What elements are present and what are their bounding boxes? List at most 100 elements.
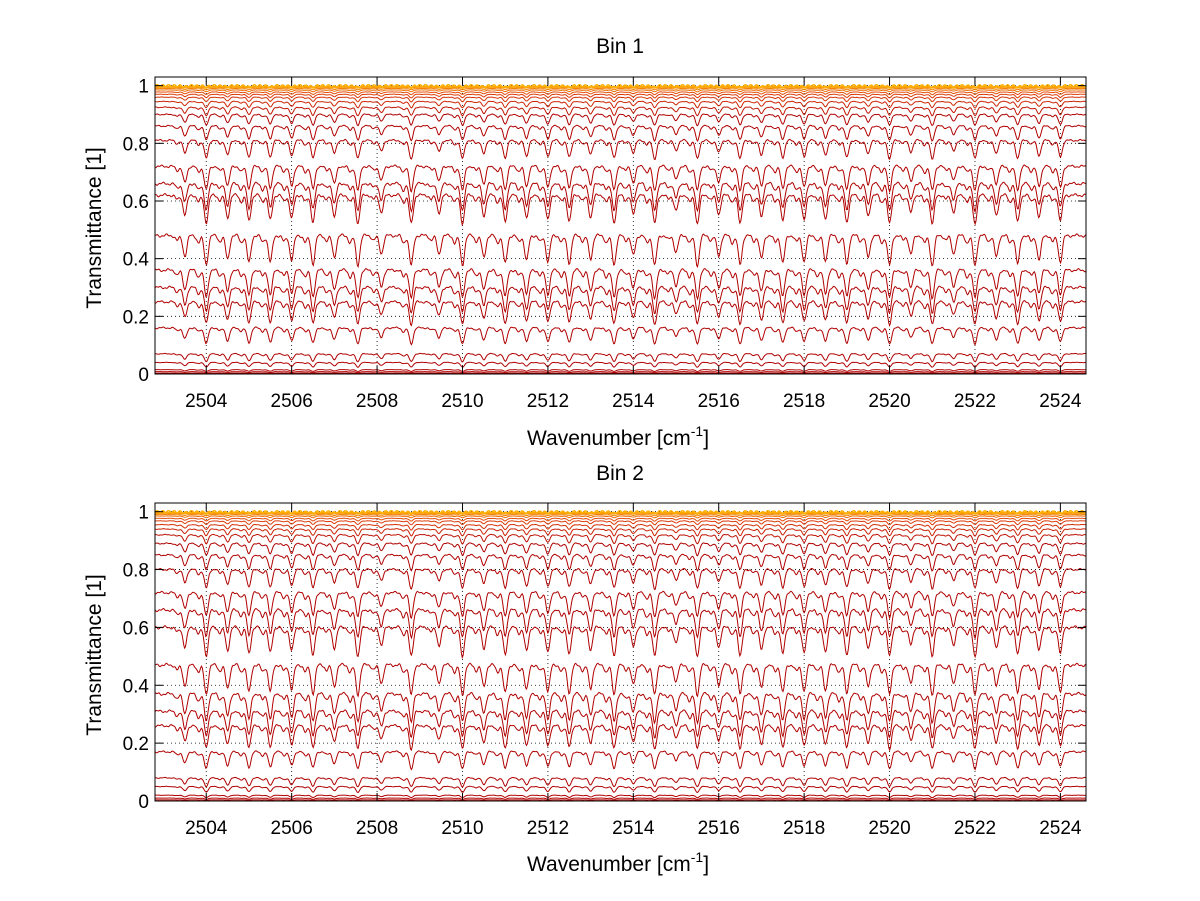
series-line: [154, 794, 1087, 799]
x-tick-label: 2504: [185, 818, 228, 839]
x-tick-label: 2514: [612, 818, 655, 839]
series-line: [154, 528, 1087, 537]
x-tick-label: 2510: [441, 391, 483, 412]
x-axis-label-tail: ]: [703, 427, 709, 450]
series-line: [154, 533, 1087, 545]
series-line: [154, 513, 1087, 517]
x-tick-label: 2522: [954, 391, 996, 412]
series-line: [154, 553, 1087, 573]
series-line: [154, 96, 1087, 103]
y-tick-label: 0.6: [123, 618, 149, 639]
x-tick-label: 2516: [698, 818, 740, 839]
y-tick-label: 0.4: [123, 250, 150, 271]
x-axis-label-main: Wavenumber [cm: [527, 853, 691, 876]
y-tick-label: 0.8: [123, 134, 149, 155]
panel-bin-1: Bin 1 2504 2506 2508 2510 2512 2514 2516 2518 25…: [83, 35, 1087, 450]
series-line: [154, 124, 1087, 142]
series-line: [154, 590, 1087, 620]
y-ticks: 0 0.2 0.4 0.6 0.8 1: [123, 77, 1086, 386]
series-line: [154, 542, 1087, 557]
panel-bin-2: Bin 2 2504 2506 2508 2510 2512 2514 2516 2518 25…: [83, 462, 1087, 876]
series-line: [154, 233, 1087, 269]
x-tick-label: 2508: [356, 391, 398, 412]
series-line: [154, 607, 1087, 640]
x-tick-label: 2510: [441, 818, 483, 839]
series-line: [155, 523, 1087, 531]
series-line: [154, 799, 1086, 801]
x-tick-label: 2504: [185, 391, 228, 412]
series-line: [154, 520, 1087, 526]
x-axis-label-superscript: -1: [691, 849, 704, 865]
y-tick-label: 0.4: [123, 676, 150, 697]
x-tick-label: 2518: [783, 818, 825, 839]
x-axis-label: Wavenumber [cm-1]: [527, 849, 709, 876]
x-tick-label: 2520: [868, 391, 910, 412]
x-tick-label: 2514: [612, 391, 655, 412]
grid: [155, 77, 1086, 375]
x-ticks: 2504 2506 2508 2510 2512 2514 2516 2518 2520 2522…: [185, 77, 1082, 412]
axes-frame: [154, 502, 1087, 802]
series-line: [154, 723, 1087, 752]
x-tick-label: 2512: [527, 818, 569, 839]
y-axis-label: Transmittance [1]: [83, 574, 106, 735]
series-line: [154, 106, 1087, 117]
x-tick-label: 2512: [527, 391, 569, 412]
series-line: [154, 515, 1087, 519]
y-ticks: 0 0.2 0.4 0.6 0.8 1: [123, 503, 1086, 813]
y-tick-label: 0: [138, 365, 149, 386]
x-axis-label-tail: ]: [703, 853, 709, 876]
series-line: [154, 100, 1087, 109]
series-line: [154, 93, 1087, 99]
series-line: [154, 267, 1087, 301]
series-line: [154, 785, 1087, 794]
series-line: [154, 361, 1087, 368]
y-tick-label: 0.8: [123, 561, 149, 582]
series-line: [154, 138, 1087, 161]
series-line: [154, 87, 1087, 91]
x-tick-label: 2518: [783, 391, 825, 412]
series-line: [154, 83, 1087, 90]
series-line: [154, 192, 1087, 227]
y-axis-label: Transmittance [1]: [83, 147, 106, 308]
series-line: [154, 352, 1087, 363]
chart-title: Bin 2: [596, 462, 644, 485]
x-tick-label: 2522: [954, 818, 996, 839]
y-tick-label: 0.2: [123, 734, 149, 755]
series-line: [154, 776, 1087, 788]
y-tick-label: 0: [138, 792, 149, 813]
y-tick-label: 0.6: [123, 192, 149, 213]
series-group: [154, 83, 1087, 375]
series-line: [154, 797, 1087, 800]
y-tick-label: 0.2: [123, 307, 149, 328]
series-line: [154, 300, 1087, 327]
series-line: [154, 89, 1087, 93]
series-line: [154, 625, 1087, 660]
x-tick-label: 2506: [271, 818, 313, 839]
x-tick-label: 2508: [356, 818, 398, 839]
series-line: [154, 164, 1087, 194]
chart-title: Bin 1: [596, 35, 644, 58]
series-line: [154, 369, 1087, 373]
series-line: [154, 326, 1087, 346]
x-axis-label-main: Wavenumber [cm: [527, 427, 691, 450]
x-tick-label: 2524: [1039, 391, 1082, 412]
series-line: [154, 113, 1087, 127]
x-tick-label: 2506: [271, 391, 313, 412]
series-line: [154, 567, 1087, 591]
series-line: [154, 371, 1087, 374]
y-tick-label: 1: [138, 77, 149, 98]
x-axis-label: Wavenumber [cm-1]: [527, 423, 709, 450]
x-tick-label: 2516: [698, 391, 740, 412]
series-line: [154, 709, 1087, 739]
x-axis-label-superscript: -1: [691, 423, 704, 439]
series-line: [154, 181, 1087, 214]
x-ticks: 2504 2506 2508 2510 2512 2514 2516 2518 2520 2522…: [185, 503, 1082, 839]
series-line: [154, 285, 1087, 315]
series-line: [154, 691, 1087, 726]
x-tick-label: 2524: [1039, 818, 1082, 839]
series-line: [154, 750, 1087, 771]
series-line: [154, 662, 1087, 698]
x-tick-label: 2520: [868, 818, 910, 839]
